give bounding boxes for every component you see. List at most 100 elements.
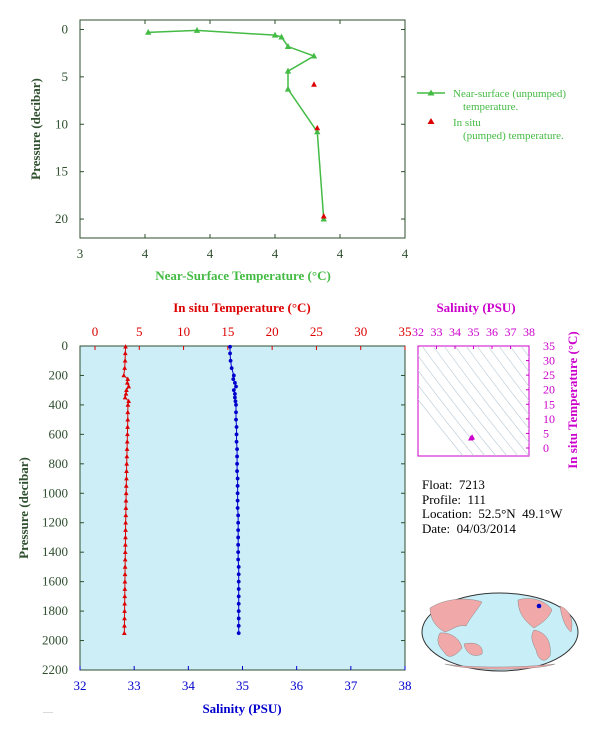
salinity-profile-point xyxy=(235,469,239,474)
density-contour xyxy=(520,346,529,358)
ts-y-tick-label: 0 xyxy=(543,441,549,455)
density-contour xyxy=(498,346,529,387)
salinity-profile-point xyxy=(236,601,241,606)
salinity-profile-point xyxy=(233,395,237,400)
temperature-profile-point xyxy=(125,402,131,407)
in-situ-temperature-point xyxy=(314,124,321,131)
legend-line-2: (pumped) temperature. xyxy=(463,130,564,142)
legend-line-2: temperature. xyxy=(463,101,519,113)
salinity-profile-point xyxy=(234,439,239,444)
salinity-profile-point xyxy=(236,542,241,547)
salinity-profile-point xyxy=(236,557,241,562)
salinity-profile-point xyxy=(236,520,241,525)
near-surface-temperature-point xyxy=(145,28,152,35)
temperature-tick-label: 25 xyxy=(310,324,323,339)
ts-y-tick-label: 5 xyxy=(543,426,549,440)
temperature-profile-point xyxy=(125,376,131,381)
temperature-tick-label: 35 xyxy=(399,324,412,339)
density-contour xyxy=(432,346,519,456)
density-contours xyxy=(418,346,529,456)
top-x-tick-label: 4 xyxy=(207,246,214,261)
salinity-profile-point xyxy=(235,491,240,496)
float-id: Float: 7213 xyxy=(422,477,485,492)
density-contour xyxy=(465,346,529,430)
temperature-profile-point xyxy=(122,608,127,613)
temperature-tick-label: 0 xyxy=(92,324,99,339)
legend-red-label: In situ (pumped) temperature. xyxy=(453,117,564,142)
temperature-tick-label: 20 xyxy=(266,324,279,339)
temperature-profile-point xyxy=(122,358,128,363)
density-contour xyxy=(418,384,475,456)
salinity-profile-point xyxy=(234,432,239,437)
salinity-profile-point xyxy=(234,403,238,407)
salinity-tick-label: 34 xyxy=(182,678,196,693)
salinity-profile-point xyxy=(235,476,240,481)
temperature-profile-point xyxy=(122,623,127,628)
ts-y-tick-label: 20 xyxy=(543,383,555,397)
legend-green-label: Near-surface (unpumped) temperature. xyxy=(453,88,566,113)
map-land xyxy=(429,598,573,670)
temperature-profile-point xyxy=(123,527,128,532)
profile-plot-background xyxy=(79,345,406,671)
ts-y-axis-label: In situ Temperature (°C) xyxy=(565,331,580,469)
salinity-profile-point xyxy=(236,623,241,628)
pressure-tick-label: 1600 xyxy=(42,574,68,589)
salinity-profile-point xyxy=(234,384,238,389)
top-y-tick-label: 0 xyxy=(62,21,69,36)
temperature-profile-point xyxy=(121,372,127,378)
ts-y-tick-label: 35 xyxy=(543,339,555,353)
near-surface-temperature-chart: 3 4 4 4 4 4 0 5 10 15 20 Near-Surface Temperature … xyxy=(28,19,409,283)
near-surface-temperature-point xyxy=(284,67,292,74)
in-situ-temperature-point xyxy=(320,213,327,219)
salinity-tick-label: 38 xyxy=(399,678,412,693)
top-y-tick-label: 20 xyxy=(55,211,68,226)
density-contour xyxy=(443,346,529,456)
legend-line-1: Near-surface (unpumped) xyxy=(453,88,566,100)
near-surface-temperature-point xyxy=(314,128,321,135)
temperature-tick-label: 15 xyxy=(221,324,234,339)
salinity-profile-point xyxy=(236,631,241,636)
top-x-axis-label: Near-Surface Temperature (°C) xyxy=(155,268,331,283)
float-location-marker xyxy=(536,603,542,609)
temperature-profile-point xyxy=(122,586,128,591)
temperature-profile-point xyxy=(125,409,131,415)
temperature-profile-point xyxy=(122,571,128,577)
ts-point xyxy=(469,434,475,440)
pressure-tick-label: 2200 xyxy=(42,662,68,677)
near-surface-temperature-point xyxy=(310,52,318,59)
temperature-tick-label: 30 xyxy=(354,324,367,339)
temperature-profile-point xyxy=(122,593,128,599)
density-contour xyxy=(487,346,529,402)
salinity-profile-point xyxy=(233,380,237,385)
salinity-profile-point xyxy=(236,528,241,532)
top-x-tick-label: 4 xyxy=(272,246,279,261)
ts-y-tick-label: 25 xyxy=(543,368,555,382)
temperature-axis-label: In situ Temperature (°C) xyxy=(173,300,311,315)
salinity-profile-point xyxy=(235,454,239,459)
pressure-tick-label: 600 xyxy=(49,426,69,441)
temperature-profile-point xyxy=(123,512,129,518)
legend-green-marker xyxy=(427,89,435,96)
salinity-profile-point xyxy=(231,377,236,382)
salinity-tick-label: 36 xyxy=(290,678,304,693)
salinity-tick-label: 32 xyxy=(74,678,87,693)
ts-title: Salinity (PSU) xyxy=(436,300,515,315)
near-surface-temperature-point xyxy=(284,85,292,92)
temperature-profile-point xyxy=(121,630,127,636)
temperature-profile-point xyxy=(125,417,131,422)
salinity-profile-point xyxy=(235,447,239,451)
temperature-profile-point xyxy=(124,380,130,385)
temperature-profile-point xyxy=(122,601,128,606)
temperature-profile-point xyxy=(125,424,130,429)
salinity-profile-point xyxy=(235,484,240,488)
ts-x-tick-label: 35 xyxy=(468,325,480,339)
top-legend: Near-surface (unpumped) temperature. In s… xyxy=(417,88,566,142)
temperature-profile-point xyxy=(123,391,129,396)
temperature-profile-point xyxy=(122,549,128,555)
ts-x-tick-label: 33 xyxy=(431,325,443,339)
pressure-tick-label: 1000 xyxy=(42,485,68,500)
pressure-tick-label: 1800 xyxy=(42,603,68,618)
temperature-profile-point xyxy=(123,483,129,488)
density-contour xyxy=(418,369,486,456)
pressure-tick-label: 2000 xyxy=(42,633,68,648)
